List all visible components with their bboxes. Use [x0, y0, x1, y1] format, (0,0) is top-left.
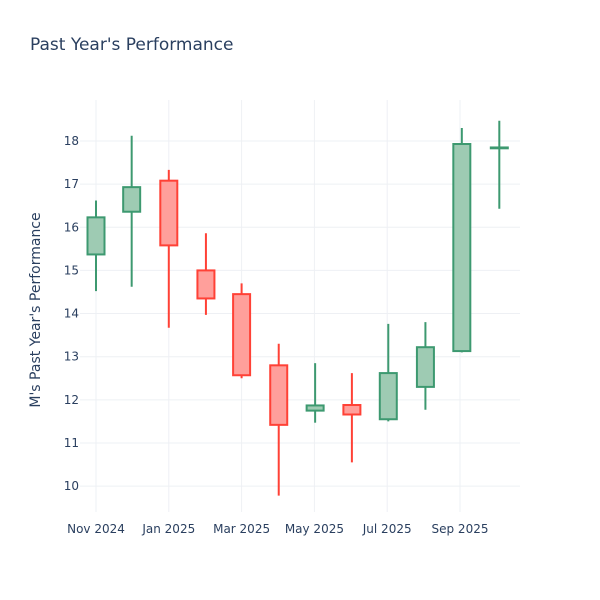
candle [342, 373, 362, 463]
x-axis-ticks: Nov 2024 Jan 2025 Mar 2025 May 2025 Jul 2025… [67, 522, 488, 536]
candle-body [86, 216, 106, 256]
candle-body [452, 143, 472, 353]
candle [269, 343, 289, 496]
x-tick-label: Jul 2025 [362, 522, 412, 536]
candle-body [196, 269, 216, 300]
x-tick-label: May 2025 [285, 522, 344, 536]
candle [452, 128, 472, 353]
candle-body [342, 404, 362, 416]
y-tick-label: 17 [64, 177, 79, 191]
candle-body [415, 346, 435, 388]
candle-body [159, 179, 179, 247]
candle [122, 135, 142, 287]
y-tick-label: 10 [64, 479, 79, 493]
y-axis-title: M's Past Year's Performance [28, 212, 44, 407]
candle [86, 200, 106, 292]
candle [159, 169, 179, 328]
x-tick-label: Jan 2025 [141, 522, 195, 536]
y-axis-ticks: 10 11 12 13 14 15 16 17 18 [64, 134, 79, 493]
candle-body [378, 372, 398, 421]
y-tick-label: 15 [64, 263, 79, 277]
candle [415, 322, 435, 410]
candle [232, 283, 252, 379]
chart-title: Past Year's Performance [30, 35, 234, 55]
y-tick-label: 11 [64, 436, 79, 450]
x-tick-label: Nov 2024 [67, 522, 125, 536]
x-tick-label: Mar 2025 [213, 522, 270, 536]
candle [305, 363, 325, 423]
candle-body [489, 146, 509, 150]
gridlines [80, 100, 520, 512]
y-tick-label: 12 [64, 393, 79, 407]
x-tick-label: Sep 2025 [432, 522, 489, 536]
candles [86, 120, 509, 496]
candle [489, 120, 509, 209]
candle [378, 323, 398, 422]
candle-body [232, 293, 252, 377]
candle-body [269, 364, 289, 426]
y-tick-label: 13 [64, 350, 79, 364]
y-tick-label: 14 [64, 307, 79, 321]
y-tick-label: 16 [64, 220, 79, 234]
candle-body [305, 404, 325, 412]
candle [196, 233, 216, 315]
y-tick-label: 18 [64, 134, 79, 148]
candle-body [122, 186, 142, 213]
